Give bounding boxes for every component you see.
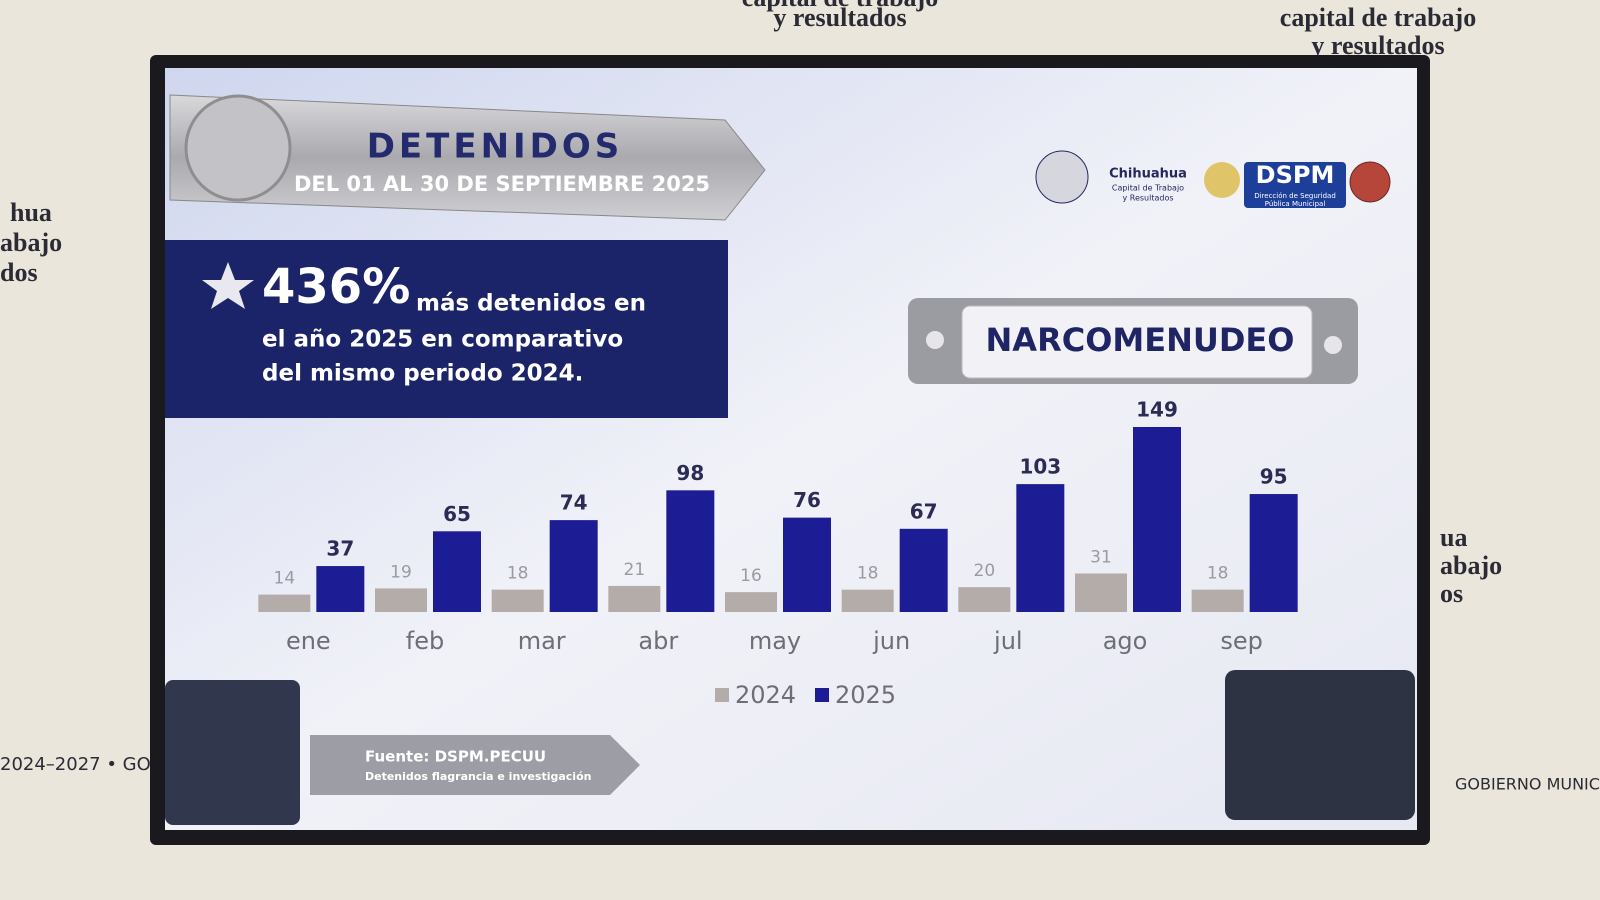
- backdrop-line: hua: [10, 198, 52, 227]
- source-banner: [310, 735, 640, 795]
- highlight-text: más detenidos en: [416, 291, 646, 317]
- bar: [1075, 573, 1127, 612]
- data-label: 149: [1136, 398, 1178, 422]
- data-label: 65: [443, 502, 471, 526]
- x-tick-label: mar: [518, 627, 566, 655]
- bar: [666, 490, 715, 612]
- police-badge: [1349, 161, 1391, 203]
- bar: [841, 589, 894, 612]
- bar: [899, 528, 948, 612]
- bar: [1249, 494, 1298, 612]
- data-label: 16: [740, 566, 762, 586]
- x-tick-label: jul: [993, 627, 1023, 655]
- x-tick-label: may: [749, 627, 801, 655]
- legend-swatch: [715, 688, 729, 702]
- x-tick-label: jun: [872, 627, 910, 655]
- backdrop-line: dos: [0, 258, 38, 287]
- bar: [549, 520, 598, 612]
- title-plate-inner: [961, 305, 1313, 379]
- bar: [258, 594, 311, 612]
- backdrop-line: abajo: [0, 228, 62, 257]
- vehicle-left: [165, 680, 300, 825]
- backdrop-line: os: [1440, 579, 1463, 608]
- plot: ene 14 37 feb 19 65 mar 18 74 abr 21 98 may 16 76 jun 18…: [258, 398, 1298, 709]
- data-label: 18: [507, 564, 529, 584]
- data-label: 37: [326, 537, 354, 561]
- data-label: 18: [857, 564, 879, 584]
- logos: Chihuahua Capital de Trabajo y Resultado…: [1035, 150, 1391, 208]
- highlight-figure: 436%: [262, 259, 410, 315]
- agency-badge: [1204, 162, 1240, 198]
- source-label: Fuente: DSPM.PECUU: [365, 748, 546, 766]
- data-label: 31: [1090, 548, 1112, 568]
- x-tick-label: abr: [638, 627, 678, 655]
- backdrop-line: abajo: [1440, 551, 1502, 580]
- backdrop-line: y resultados: [773, 3, 906, 32]
- data-label: 95: [1260, 465, 1288, 489]
- backdrop-line: capital de trabajo: [1280, 3, 1476, 32]
- logo-text: y Resultados: [1122, 194, 1173, 203]
- legend-swatch: [815, 688, 829, 702]
- bolt: [926, 331, 944, 349]
- data-label: 74: [560, 491, 588, 515]
- bar: [1191, 589, 1244, 612]
- data-label: 67: [910, 499, 938, 523]
- bar: [1016, 484, 1065, 612]
- agency-name: Pública Municipal: [1265, 200, 1326, 208]
- bar: [375, 588, 427, 612]
- backdrop-line: GOBIERNO MUNIC: [1455, 775, 1600, 794]
- bar: [608, 585, 661, 612]
- x-tick-label: ago: [1103, 627, 1148, 655]
- backdrop-line: capital de trabajo: [742, 0, 938, 12]
- data-label: 98: [676, 461, 704, 485]
- agency-acronym: DSPM: [1256, 161, 1335, 189]
- city-crest: [1035, 150, 1089, 204]
- highlight-box: [165, 240, 728, 418]
- agency-name: Dirección de Seguridad: [1254, 192, 1336, 200]
- data-label: 20: [974, 561, 996, 581]
- bar: [958, 587, 1011, 612]
- badge: [184, 94, 292, 202]
- vehicle-right: [1225, 670, 1415, 820]
- data-label: 21: [624, 560, 646, 580]
- data-label: 76: [793, 488, 821, 512]
- logo-text: Capital de Trabajo: [1112, 184, 1184, 193]
- backdrop-line: 2024–2027 • GOB: [0, 754, 163, 775]
- slide-title: DETENIDOS: [367, 127, 624, 167]
- bar: [783, 517, 831, 612]
- backdrop-line: ua: [1440, 523, 1467, 552]
- star-icon: [202, 262, 254, 309]
- data-label: 14: [274, 569, 296, 589]
- bar: [725, 592, 777, 612]
- x-tick-label: sep: [1220, 627, 1263, 655]
- agency-logo: [1244, 162, 1346, 208]
- bolt: [1324, 336, 1342, 354]
- legend-label: 2024: [735, 681, 796, 709]
- highlight-text: el año 2025 en comparativo: [262, 327, 623, 353]
- data-label: 19: [390, 562, 412, 582]
- title-banner: [169, 94, 766, 221]
- bar: [1133, 427, 1181, 612]
- x-tick-label: feb: [406, 627, 444, 655]
- bar: [491, 589, 544, 612]
- source-note: Detenidos flagrancia e investigación: [365, 770, 591, 783]
- highlight-text: del mismo periodo 2024.: [262, 361, 583, 387]
- data-label: 103: [1019, 455, 1061, 479]
- x-tick-label: ene: [286, 627, 331, 655]
- chart-title: NARCOMENUDEO: [986, 321, 1295, 359]
- legend-label: 2025: [835, 681, 896, 709]
- bar: [433, 531, 481, 612]
- logo-text: Chihuahua: [1109, 167, 1187, 182]
- bar: [316, 566, 365, 612]
- data-label: 18: [1207, 564, 1229, 584]
- slide-subtitle: DEL 01 AL 30 DE SEPTIEMBRE 2025: [294, 172, 710, 196]
